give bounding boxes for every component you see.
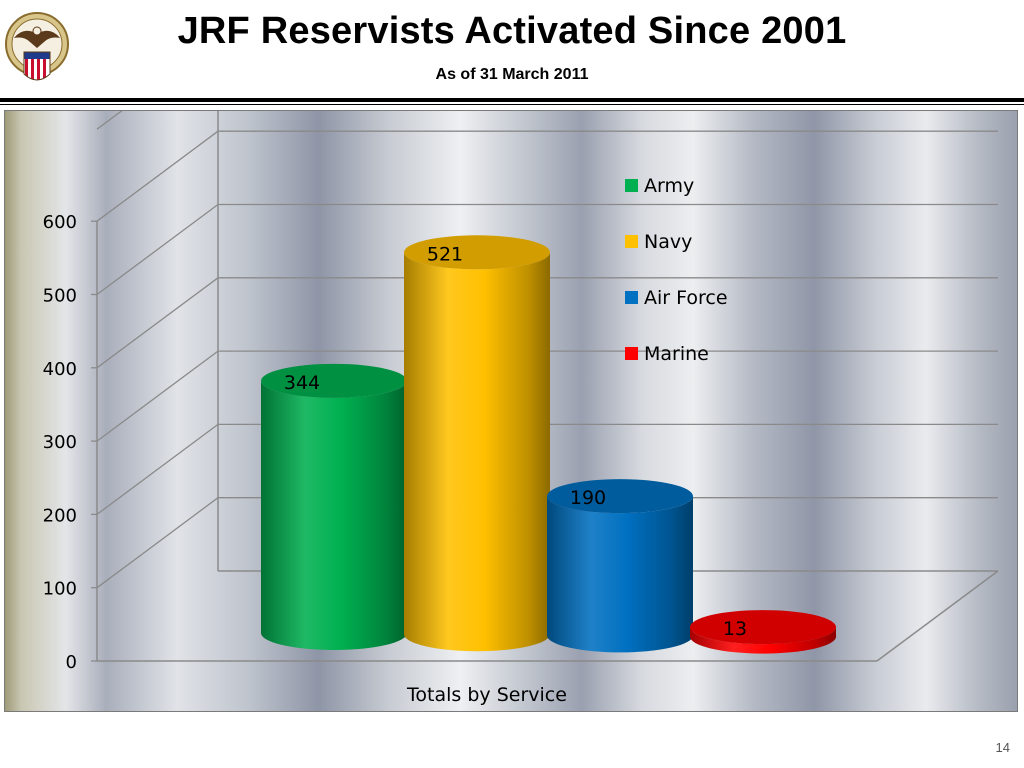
legend-swatch <box>625 347 638 360</box>
x-axis-label: Totals by Service <box>406 684 567 706</box>
y-tick-label: 300 <box>43 432 77 453</box>
legend-entry: Marine <box>644 343 709 365</box>
bar-top-navy <box>404 235 550 270</box>
y-tick-label: 400 <box>43 359 77 380</box>
bar-chart: 0 100 200 300 400 500 600 344 521 190 13 Totals by … <box>43 111 999 706</box>
gridline-side <box>96 350 219 442</box>
department-seal-icon <box>5 12 69 81</box>
data-label: 521 <box>427 243 463 265</box>
bar-top-air-force <box>547 479 693 514</box>
bar-air-force <box>547 496 693 653</box>
gridline-side <box>96 423 219 515</box>
header-divider <box>0 98 1024 102</box>
gridline-side <box>96 497 219 589</box>
y-tick-label: 0 <box>66 652 77 673</box>
bar-top-army <box>261 363 407 398</box>
bar-army <box>261 380 407 650</box>
gridline-side <box>96 130 219 222</box>
legend-swatch <box>625 235 638 248</box>
y-tick-label: 600 <box>43 212 77 233</box>
y-tick-label: 500 <box>43 286 77 307</box>
page-title: JRF Reservists Activated Since 2001 <box>177 10 847 52</box>
bar-navy <box>404 252 550 652</box>
y-tick-label: 100 <box>43 579 77 600</box>
gridline-side-top <box>96 111 123 130</box>
page-subtitle: As of 31 March 2011 <box>435 66 589 83</box>
data-label: 190 <box>570 487 606 509</box>
legend-entry: Air Force <box>644 287 728 309</box>
data-label: 344 <box>284 372 320 394</box>
data-label: 13 <box>723 618 747 640</box>
slide-number: 14 <box>995 740 1010 755</box>
y-tick-label: 200 <box>43 505 77 526</box>
legend-swatch <box>625 179 638 192</box>
chart-area: 0 100 200 300 400 500 600 344 521 190 13 Totals by … <box>4 110 1018 712</box>
floor-right-edge <box>876 570 999 662</box>
legend-entry: Army <box>644 175 694 197</box>
gridline-side <box>96 203 219 296</box>
legend-swatch <box>625 291 638 304</box>
bar-top-marine <box>690 610 836 645</box>
bar-marine <box>690 627 836 654</box>
gridline-side <box>96 277 219 369</box>
header-divider-thin <box>0 104 1024 105</box>
legend-entry: Navy <box>644 231 692 253</box>
